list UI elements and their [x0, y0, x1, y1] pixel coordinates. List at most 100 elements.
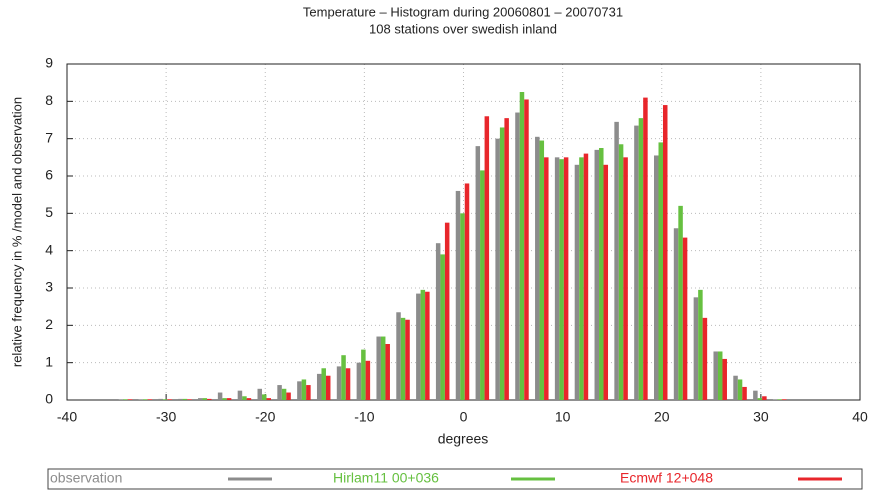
bar — [464, 183, 470, 400]
bar — [416, 293, 421, 400]
x-tick-label: 10 — [555, 409, 571, 425]
bar — [634, 125, 639, 400]
x-tick-label: -30 — [156, 409, 176, 425]
bar — [643, 97, 648, 400]
bar — [698, 289, 703, 400]
bar — [737, 379, 743, 400]
bar — [435, 243, 441, 400]
bar — [361, 349, 366, 400]
x-axis-label: degrees — [438, 431, 489, 447]
x-tick-label: -10 — [354, 409, 374, 425]
bar — [559, 159, 564, 400]
bar — [762, 396, 767, 400]
bar — [504, 118, 509, 400]
bar — [420, 289, 426, 400]
bar — [638, 118, 644, 400]
bar — [673, 228, 679, 400]
y-tick-label: 4 — [45, 241, 53, 257]
bar — [757, 398, 763, 400]
bar — [425, 291, 430, 400]
bar — [663, 105, 668, 401]
bar — [614, 121, 619, 400]
x-tick-label: 40 — [852, 409, 868, 425]
bar — [519, 92, 525, 400]
bar — [535, 136, 540, 401]
legend-box — [47, 468, 863, 490]
bar — [118, 399, 124, 400]
bar — [365, 360, 371, 400]
x-tick-label: -20 — [255, 409, 275, 425]
bar — [658, 142, 663, 400]
bar — [226, 398, 232, 400]
bar — [356, 362, 362, 400]
bar — [262, 394, 267, 400]
y-tick-label: 3 — [45, 279, 53, 295]
bar — [484, 116, 490, 401]
legend-label: observation — [50, 470, 122, 486]
bar — [693, 297, 699, 400]
bar — [297, 381, 302, 400]
bar — [574, 164, 580, 400]
bar — [524, 99, 529, 400]
bar — [682, 237, 688, 400]
y-tick-label: 1 — [45, 353, 53, 369]
bar — [781, 399, 787, 400]
bar — [162, 399, 168, 400]
bar — [777, 399, 782, 400]
bar — [539, 140, 545, 401]
bar — [202, 398, 208, 400]
bar — [147, 399, 153, 400]
bar — [341, 355, 346, 400]
bar — [237, 390, 243, 400]
bar — [286, 392, 291, 400]
bar — [753, 390, 758, 400]
bar — [480, 170, 485, 400]
bar — [182, 398, 188, 400]
bar — [123, 399, 128, 400]
bar — [583, 153, 589, 400]
bar — [713, 351, 718, 400]
bar — [246, 398, 252, 400]
bar — [400, 317, 406, 400]
bar — [277, 385, 282, 400]
bar — [325, 375, 331, 400]
bar — [385, 344, 390, 400]
y-tick-label: 9 — [45, 55, 53, 71]
y-tick-label: 0 — [45, 391, 53, 407]
y-axis-label: relative frequency in % /model and obser… — [9, 97, 24, 367]
bar — [306, 385, 311, 400]
y-tick-label: 2 — [45, 316, 53, 332]
bar — [380, 336, 386, 400]
bar — [336, 366, 342, 400]
bar — [167, 399, 172, 400]
bar — [207, 398, 212, 400]
bar — [563, 157, 569, 400]
y-tick-label: 7 — [45, 129, 53, 145]
bar — [198, 398, 203, 400]
bar — [143, 399, 148, 400]
bar — [301, 379, 307, 400]
bar — [405, 319, 410, 400]
bar — [266, 398, 271, 400]
bar — [158, 398, 163, 400]
legend-label: Ecmwf 12+048 — [620, 470, 713, 486]
bar — [772, 399, 778, 400]
bar — [722, 358, 727, 400]
bar — [475, 146, 481, 400]
bar — [554, 157, 560, 400]
bar — [623, 157, 628, 400]
x-tick-label: -40 — [57, 409, 77, 425]
bar — [460, 213, 465, 400]
bar — [345, 368, 351, 400]
y-tick-label: 6 — [45, 167, 53, 183]
bar — [594, 149, 600, 400]
bar — [127, 399, 133, 400]
bar — [217, 392, 223, 400]
bar — [138, 399, 144, 400]
bar — [544, 157, 549, 400]
bar — [178, 398, 183, 400]
y-tick-label: 5 — [45, 204, 53, 220]
bar — [733, 375, 738, 400]
bar — [603, 164, 609, 400]
